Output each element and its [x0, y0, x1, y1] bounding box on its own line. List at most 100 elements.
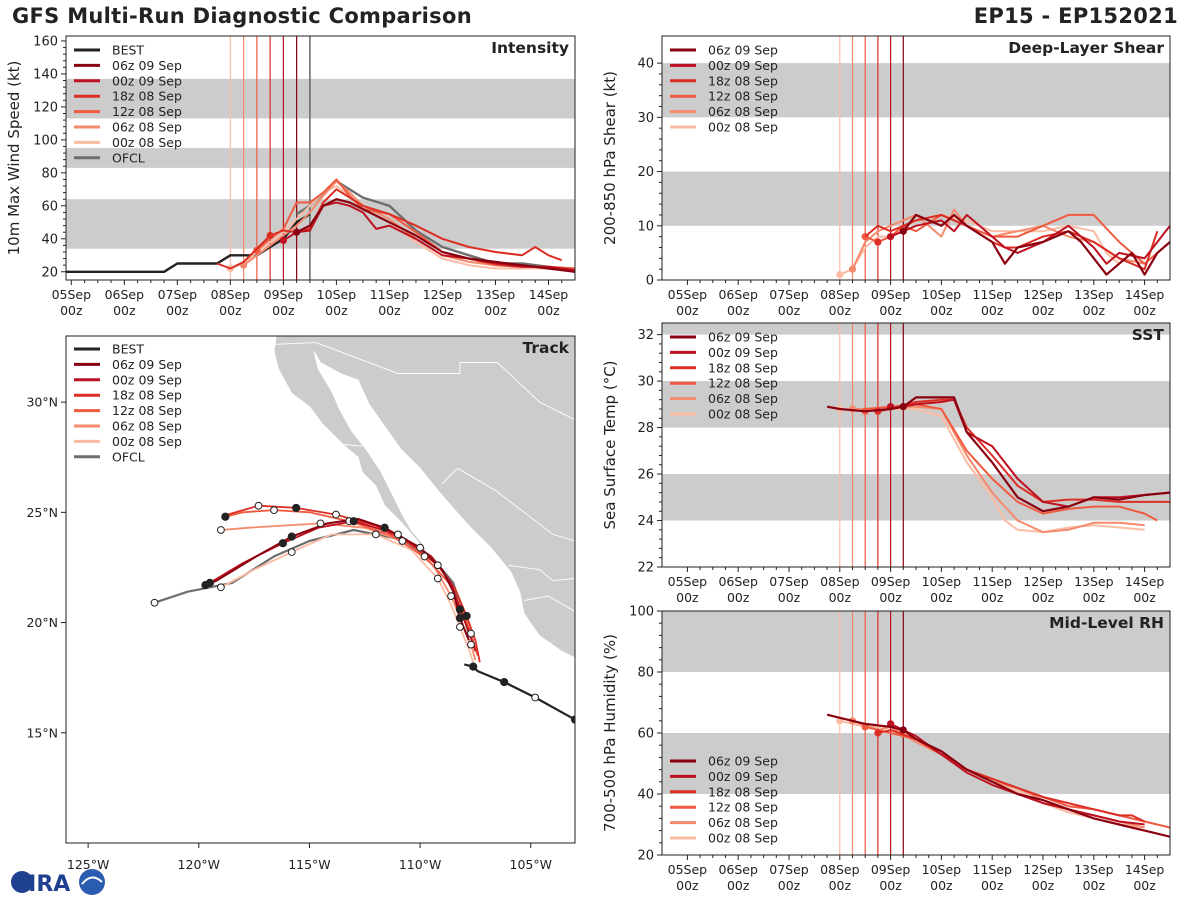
- x-tick-hour-label: 00z: [378, 303, 401, 318]
- series-line: [902, 213, 1170, 276]
- track-point-filled: [221, 512, 230, 521]
- x-tick-hour-label: 00z: [981, 590, 1004, 605]
- track-point-filled: [278, 539, 287, 548]
- x-tick-label: 14Sep: [1125, 287, 1165, 302]
- x-tick-label: 12Sep: [1023, 287, 1063, 302]
- x-tick-hour-label: 00z: [1083, 590, 1106, 605]
- x-tick-hour-label: 00z: [676, 878, 699, 893]
- y-tick-label: 20: [637, 849, 654, 864]
- panel-track: 125°W 120°W 115°W 110°W 105°W 15°N 20°N 25°N 30°…: [26, 335, 576, 872]
- track-point-open: [150, 598, 159, 607]
- map-area: [66, 336, 575, 843]
- x-tick-hour-label: 00z: [1032, 878, 1055, 893]
- state-border: [338, 443, 363, 447]
- series-line: [890, 213, 1170, 265]
- y-axis-label: Sea Surface Temp (°C): [601, 360, 619, 529]
- series-line: [826, 396, 1170, 513]
- x-tick-label: 09Sep: [871, 574, 911, 589]
- x-tick-hour-label: 00z: [778, 303, 801, 318]
- x-tick-hour-label: 00z: [272, 303, 295, 318]
- track-point-open: [398, 537, 407, 545]
- x-tick-label: 10Sep: [922, 574, 962, 589]
- x-tick-label: 14Sep: [1125, 862, 1165, 877]
- legend-label: 18z 08 Sep: [708, 784, 778, 799]
- track-point-open: [456, 623, 464, 631]
- x-tick-hour-label: 00z: [1032, 303, 1055, 318]
- x-tick-hour-label: 00z: [1083, 878, 1106, 893]
- track-point-open: [420, 552, 429, 561]
- y-tick-label: 28: [637, 421, 654, 436]
- y-tick-label: 24: [637, 514, 654, 529]
- track-point-filled: [349, 517, 358, 526]
- x-tick-hour-label: 00z: [879, 303, 902, 318]
- x-tick-label: 10Sep: [317, 287, 357, 302]
- panel-title: Deep-Layer Shear: [1008, 39, 1164, 57]
- y-axis-label: 700-500 hPa Humidity (%): [601, 634, 619, 832]
- track-point-filled: [462, 611, 471, 621]
- legend-label: BEST: [112, 342, 144, 357]
- x-tick-label: 08Sep: [820, 287, 860, 302]
- series-marker: [874, 729, 882, 737]
- x-tick-hour-label: 00z: [431, 303, 454, 318]
- legend-label: 06z 09 Sep: [708, 43, 778, 58]
- legend-label: 18z 08 Sep: [112, 89, 182, 104]
- series-marker: [293, 228, 301, 236]
- y-axis-label: 200-850 hPa Shear (kt): [601, 71, 619, 245]
- lat-tick-label: 20°N: [26, 615, 58, 630]
- series-marker: [899, 726, 907, 734]
- series-marker: [899, 403, 907, 411]
- legend-label: 00z 08 Sep: [112, 135, 182, 150]
- series-line: [877, 398, 1170, 503]
- panel-title: Track: [523, 339, 570, 357]
- series-marker: [887, 233, 895, 241]
- legend-label: 06z 09 Sep: [112, 58, 182, 73]
- legend-label: 06z 09 Sep: [708, 754, 778, 769]
- track-point-open: [316, 519, 325, 528]
- x-tick-label: 06Sep: [105, 287, 145, 302]
- track-point-filled: [469, 662, 478, 671]
- series-marker: [874, 238, 882, 246]
- x-tick-hour-label: 00z: [778, 590, 801, 605]
- panel-intensity: 2040608010012014016005Sep00z06Sep00z07Se…: [5, 34, 576, 318]
- x-tick-label: 06Sep: [718, 862, 758, 877]
- y-tick-label: 160: [33, 34, 58, 49]
- x-tick-hour-label: 00z: [1133, 303, 1156, 318]
- track-point-open: [371, 530, 380, 539]
- track-point-filled: [570, 715, 575, 724]
- legend-label: BEST: [112, 43, 144, 58]
- shaded-band: [66, 78, 575, 119]
- lon-tick-label: 110°W: [399, 857, 441, 872]
- x-tick-hour-label: 00z: [981, 303, 1004, 318]
- track-point-open: [433, 574, 442, 583]
- x-tick-hour-label: 00z: [879, 590, 902, 605]
- x-tick-label: 07Sep: [769, 862, 809, 877]
- x-tick-hour-label: 00z: [1133, 878, 1156, 893]
- legend-label: 12z 08 Sep: [708, 89, 778, 104]
- axes-frame: [65, 35, 576, 281]
- legend-label: 12z 08 Sep: [708, 800, 778, 815]
- y-tick-label: 100: [33, 133, 58, 148]
- legend-label: 06z 08 Sep: [112, 419, 182, 434]
- x-tick-label: 06Sep: [718, 574, 758, 589]
- legend-label: 00z 09 Sep: [708, 345, 778, 360]
- panel-shear: 01020304005Sep00z06Sep00z07Sep00z08Sep00…: [601, 35, 1171, 318]
- y-tick-label: 10: [637, 219, 654, 234]
- x-tick-hour-label: 00z: [676, 303, 699, 318]
- series-marker: [266, 231, 274, 240]
- logo-emblem-icon: [79, 869, 105, 895]
- x-tick-hour-label: 00z: [166, 303, 189, 318]
- y-tick-label: 30: [637, 375, 654, 390]
- legend-label: 18z 08 Sep: [112, 388, 182, 403]
- shaded-band: [662, 611, 1170, 672]
- series-line: [826, 713, 1170, 838]
- track-point-open: [332, 510, 340, 519]
- shaded-band: [662, 171, 1170, 226]
- y-tick-label: 40: [637, 788, 654, 803]
- legend-label: 06z 08 Sep: [708, 391, 778, 406]
- track-line: [220, 533, 475, 663]
- track-point-open: [217, 526, 225, 534]
- legend-label: 06z 08 Sep: [708, 104, 778, 119]
- legend-label: 00z 08 Sep: [708, 120, 778, 135]
- state-border: [441, 467, 575, 542]
